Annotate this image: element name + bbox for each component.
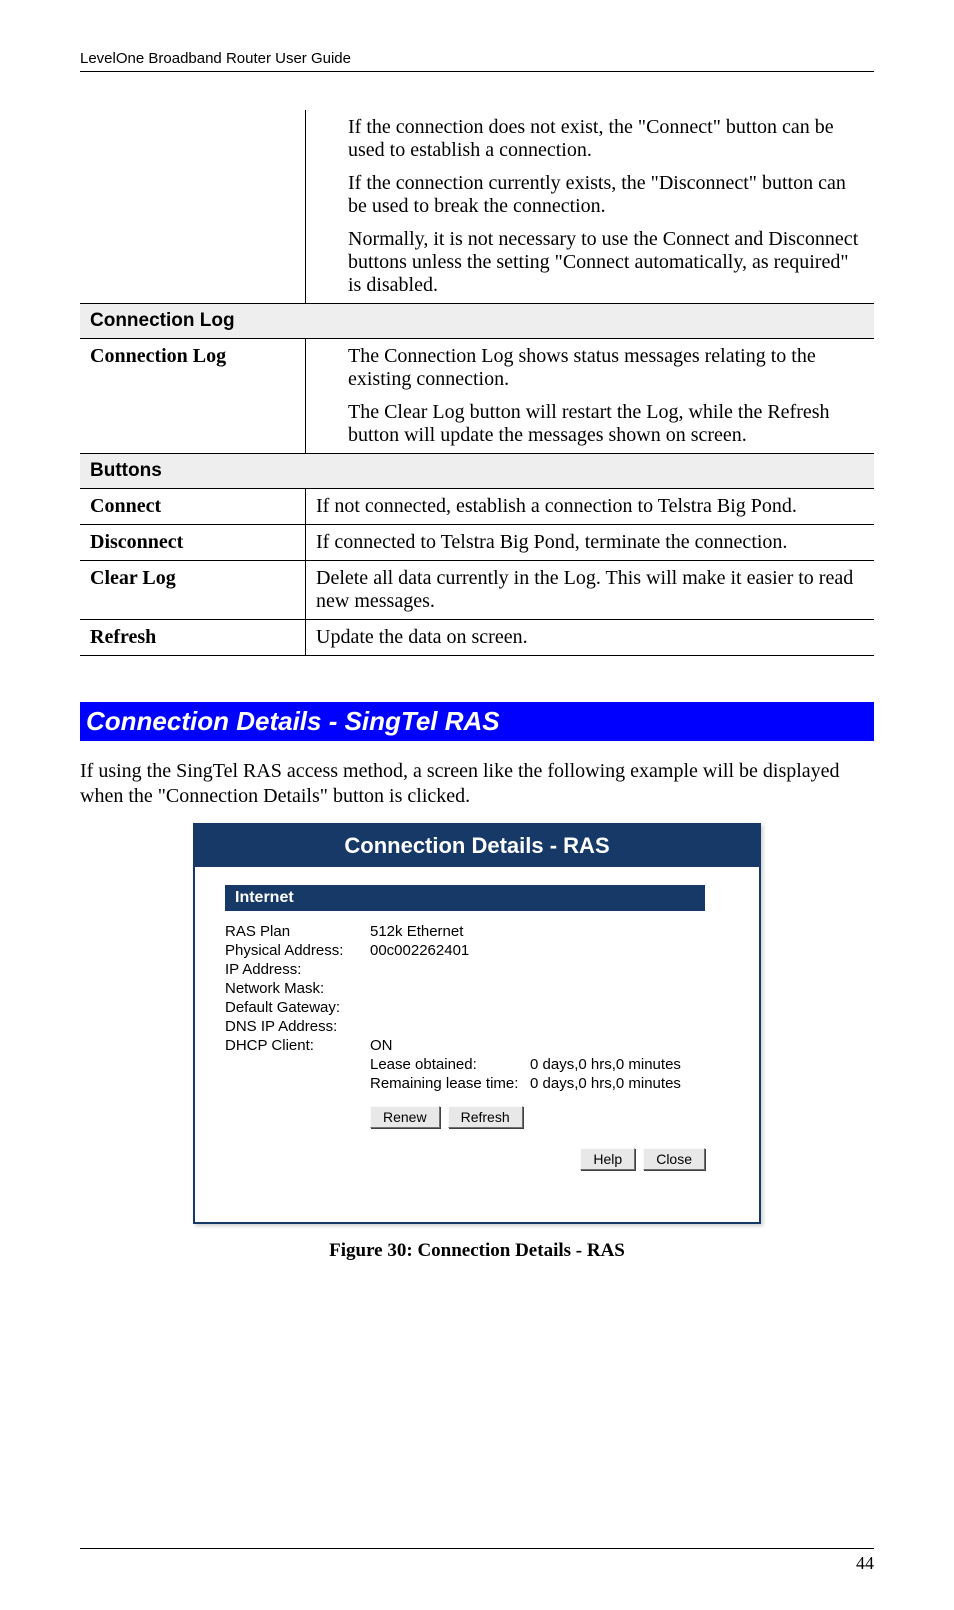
kv-block: RAS Plan 512k Ethernet Physical Address:… [225,923,729,1054]
kv-dhcp: DHCP Client: ON [225,1037,729,1054]
figure-container: Connection Details - RAS Internet RAS Pl… [193,823,761,1224]
connection-log-p2: The Clear Log button will restart the Lo… [348,401,864,447]
lease-remaining-key: Remaining lease time: [370,1075,530,1092]
kv-ipaddr: IP Address: [225,961,729,978]
kv-ipaddr-val [370,961,729,978]
kv-gateway-val [370,999,729,1016]
kv-dns-val [370,1018,729,1035]
connection-log-desc: The Connection Log shows status messages… [306,339,875,454]
clearlog-row: Clear Log Delete all data currently in t… [80,561,874,620]
section-connection-log-cell: Connection Log [80,304,874,339]
figure-caption: Figure 30: Connection Details - RAS [80,1240,874,1262]
kv-dns-key: DNS IP Address: [225,1018,370,1035]
kv-netmask-val [370,980,729,997]
desc-para-2: If the connection currently exists, the … [348,172,864,218]
intro-para: If using the SingTel RAS access method, … [80,759,874,809]
kv-dns: DNS IP Address: [225,1018,729,1035]
section-connection-log: Connection Log [80,304,874,339]
desc-para-1: If the connection does not exist, the "C… [348,116,864,162]
section-buttons: Buttons [80,454,874,489]
lease-obtained-key: Lease obtained: [370,1056,530,1073]
connection-buttons-row: If the connection does not exist, the "C… [80,110,874,304]
button-row-1: Renew Refresh [370,1106,729,1128]
kv-physaddr-val: 00c002262401 [370,942,729,959]
connect-label: Connect [80,489,306,525]
kv-dhcp-val: ON [370,1037,729,1054]
connect-row: Connect If not connected, establish a co… [80,489,874,525]
definitions-table: If the connection does not exist, the "C… [80,110,874,656]
clearlog-desc: Delete all data currently in the Log. Th… [306,561,875,620]
refresh-button[interactable]: Refresh [448,1106,523,1128]
lease-obtained-val: 0 days,0 hrs,0 minutes [530,1056,681,1073]
help-button[interactable]: Help [580,1148,635,1170]
refresh-row: Refresh Update the data on screen. [80,620,874,656]
kv-physaddr: Physical Address: 00c002262401 [225,942,729,959]
desc-para-3: Normally, it is not necessary to use the… [348,228,864,297]
disconnect-label: Disconnect [80,525,306,561]
kv-netmask: Network Mask: [225,980,729,997]
close-button[interactable]: Close [643,1148,705,1170]
kv-gateway: Default Gateway: [225,999,729,1016]
connection-log-p1: The Connection Log shows status messages… [348,345,864,391]
kv-netmask-key: Network Mask: [225,980,370,997]
refresh-label: Refresh [80,620,306,656]
lease-remaining-val: 0 days,0 hrs,0 minutes [530,1075,681,1092]
kv-ras-plan-val: 512k Ethernet [370,923,729,940]
button-row-2: Help Close [225,1148,729,1170]
empty-label-cell [80,110,306,304]
connection-buttons-desc: If the connection does not exist, the "C… [306,110,875,304]
disconnect-row: Disconnect If connected to Telstra Big P… [80,525,874,561]
lease-remaining-row: Remaining lease time: 0 days,0 hrs,0 min… [370,1075,729,1092]
kv-physaddr-key: Physical Address: [225,942,370,959]
page-number: 44 [80,1548,874,1574]
renew-button[interactable]: Renew [370,1106,440,1128]
lease-block: Lease obtained: 0 days,0 hrs,0 minutes R… [370,1056,729,1092]
kv-ras-plan: RAS Plan 512k Ethernet [225,923,729,940]
page-header: LevelOne Broadband Router User Guide [80,50,874,72]
refresh-desc: Update the data on screen. [306,620,875,656]
connection-log-row: Connection Log The Connection Log shows … [80,339,874,454]
internet-section-label: Internet [225,885,705,911]
page-container: LevelOne Broadband Router User Guide If … [0,0,954,1610]
disconnect-desc: If connected to Telstra Big Pond, termin… [306,525,875,561]
connect-desc: If not connected, establish a connection… [306,489,875,525]
clearlog-label: Clear Log [80,561,306,620]
section-heading-singtel-ras: Connection Details - SingTel RAS [80,702,874,741]
section-buttons-cell: Buttons [80,454,874,489]
kv-gateway-key: Default Gateway: [225,999,370,1016]
lease-obtained-row: Lease obtained: 0 days,0 hrs,0 minutes [370,1056,729,1073]
figure-titlebar: Connection Details - RAS [195,825,759,867]
connection-log-label: Connection Log [80,339,306,454]
kv-ras-plan-key: RAS Plan [225,923,370,940]
figure-body: Internet RAS Plan 512k Ethernet Physical… [195,867,759,1222]
kv-dhcp-key: DHCP Client: [225,1037,370,1054]
kv-ipaddr-key: IP Address: [225,961,370,978]
